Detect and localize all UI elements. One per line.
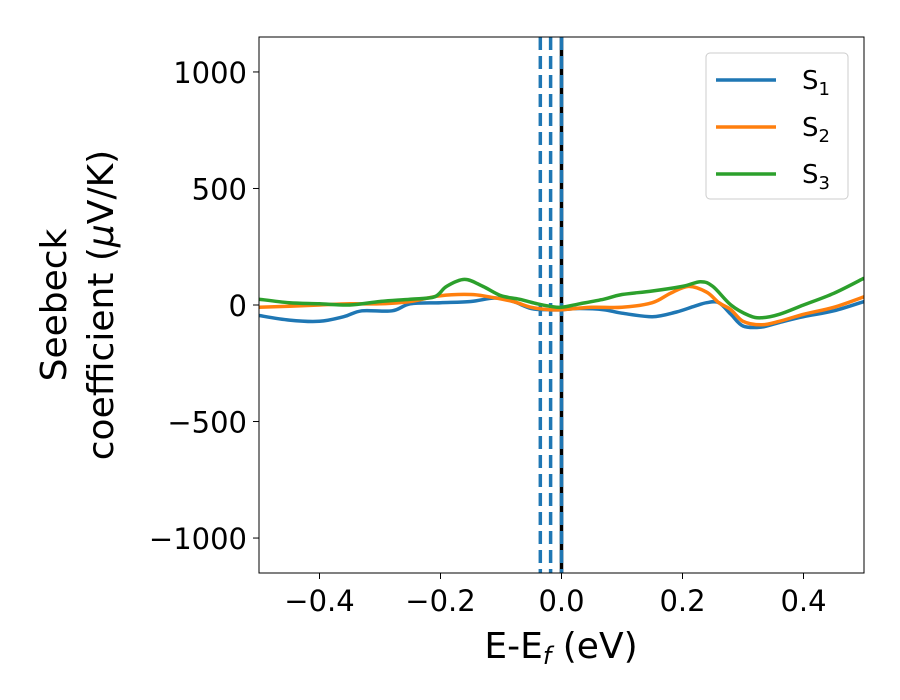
series-line-S3 xyxy=(259,276,864,320)
legend-box xyxy=(705,52,849,200)
legend: S1 S2 S3 xyxy=(705,52,849,200)
y-axis-label-line1: Seebeck xyxy=(34,228,75,381)
y-axis-label-line2: coefficient (μV/K) xyxy=(81,150,122,460)
series-lines xyxy=(259,276,864,330)
y-ticks: 1000 500 0 −500 −1000 xyxy=(149,56,259,556)
x-axis-label: E-Ef (eV) xyxy=(484,626,637,670)
y-tick-label: −500 xyxy=(167,406,247,440)
x-ticks: −0.4 −0.2 0.0 0.2 0.4 xyxy=(284,573,827,618)
y-tick-label: 1000 xyxy=(173,56,247,90)
legend-label: S3 xyxy=(802,160,830,194)
y-tick-label: −1000 xyxy=(149,522,247,556)
y-axis-label-post: V/K) xyxy=(81,150,122,224)
x-tick-label: −0.2 xyxy=(405,584,475,618)
legend-label: S1 xyxy=(802,66,830,100)
y-tick-label: 500 xyxy=(192,172,247,206)
plot-frame xyxy=(258,36,865,574)
x-tick-label: 0.4 xyxy=(780,584,826,618)
y-axis-label-pre: coefficient ( xyxy=(81,247,122,460)
x-axis-label-main: E-E xyxy=(484,626,542,667)
y-axis-label-2: coefficient (μV/K) xyxy=(81,150,122,460)
y-axis-label: Seebeck xyxy=(34,228,75,381)
legend-label: S2 xyxy=(802,113,830,147)
series-line-S2 xyxy=(259,284,864,327)
y-axis-label-mu: μ xyxy=(81,224,122,248)
x-axis-label-tail: (eV) xyxy=(551,626,637,667)
x-tick-label: 0.2 xyxy=(659,584,705,618)
x-tick-label: 0.0 xyxy=(538,584,584,618)
y-tick-label: 0 xyxy=(229,289,247,323)
x-tick-label: −0.4 xyxy=(284,584,354,618)
